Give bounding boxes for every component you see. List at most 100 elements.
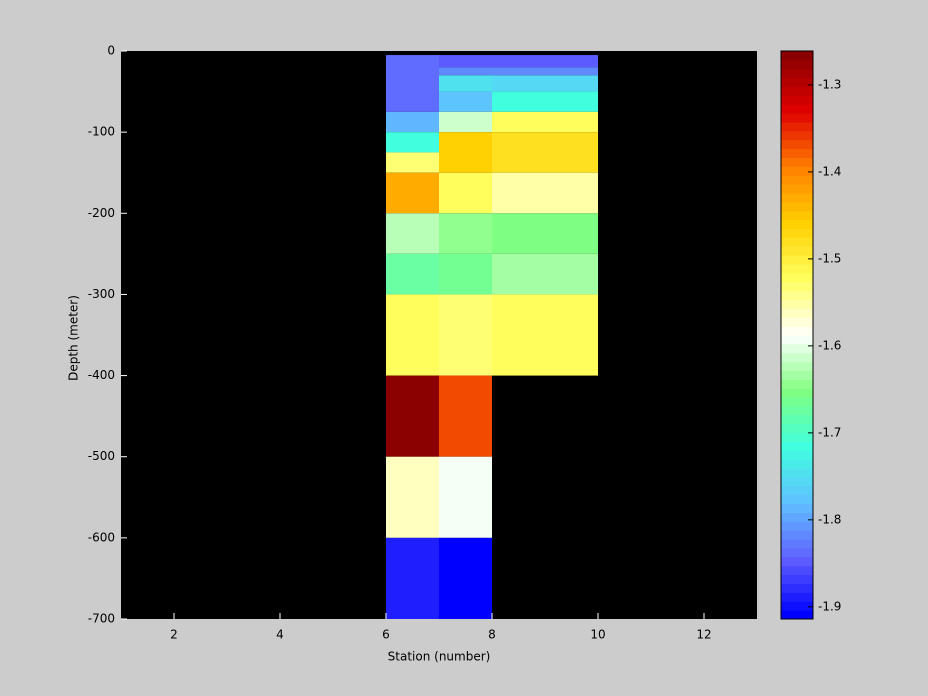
- x-tick-label: 6: [382, 628, 390, 642]
- heatmap-cell: [439, 375, 492, 457]
- heatmap-cell: [439, 75, 492, 92]
- colorbar-swatch: [781, 397, 813, 407]
- colorbar-swatch: [781, 468, 813, 478]
- heatmap-cell: [492, 253, 598, 295]
- colorbar-swatch: [781, 352, 813, 363]
- y-axis-label: Depth (meter): [67, 295, 81, 381]
- colorbar-swatch: [781, 104, 813, 114]
- y-tick-label: -700: [88, 612, 115, 626]
- colorbar-frame: [780, 50, 814, 620]
- y-tick-label: -100: [88, 125, 115, 139]
- colorbar-swatch: [781, 272, 813, 283]
- heatmap-cell: [439, 111, 492, 133]
- colorbar-swatch: [781, 290, 813, 300]
- colorbar-swatch: [781, 175, 813, 185]
- colorbar-swatch: [781, 228, 813, 238]
- colorbar-swatch: [781, 326, 813, 336]
- colorbar-swatch: [781, 255, 813, 265]
- colorbar-swatch: [781, 565, 813, 576]
- heatmap-cell: [492, 111, 598, 133]
- colorbar-swatch: [781, 246, 813, 256]
- heatmap-cell: [492, 132, 598, 173]
- colorbar-swatch: [781, 485, 813, 496]
- x-tick-label: 8: [488, 628, 496, 642]
- heatmap-cell: [492, 67, 598, 76]
- colorbar-swatch: [781, 343, 813, 354]
- x-tick-label: 4: [276, 628, 284, 642]
- heatmap-cell: [492, 55, 598, 68]
- heatmap-cell: [492, 75, 598, 92]
- heatmap-cell: [439, 67, 492, 76]
- heatmap-cell: [492, 294, 598, 376]
- colorbar-swatch: [781, 521, 813, 531]
- y-tick-label: 0: [107, 44, 115, 58]
- heatmap-cell: [439, 55, 492, 68]
- colorbar-swatch: [781, 201, 813, 212]
- colorbar-swatch: [781, 414, 813, 425]
- colorbar-swatch: [781, 494, 813, 505]
- heatmap-cell: [386, 294, 439, 376]
- colorbar-swatch: [781, 77, 813, 87]
- colorbar-swatch: [781, 51, 813, 61]
- heatmap-cell: [386, 132, 439, 153]
- colorbar-swatch: [781, 574, 813, 584]
- colorbar-swatch: [781, 299, 813, 309]
- y-tick-label: -400: [88, 368, 115, 382]
- colorbar-swatch: [781, 193, 813, 203]
- heatmap-cell: [492, 213, 598, 254]
- colorbar-swatch: [781, 503, 813, 513]
- colorbar-swatch: [781, 441, 813, 451]
- colorbar-swatch: [781, 548, 813, 558]
- heatmap-cell: [386, 213, 439, 254]
- colorbar-swatch: [781, 113, 813, 123]
- colorbar-swatch: [781, 512, 813, 522]
- colorbar-tick-label: -1.5: [818, 251, 841, 265]
- x-tick-label: 10: [590, 628, 605, 642]
- heatmap-cell: [386, 111, 439, 133]
- colorbar-swatch: [781, 264, 813, 274]
- colorbar-swatch: [781, 281, 813, 292]
- heatmap-cell: [492, 172, 598, 214]
- colorbar-tick-label: -1.7: [818, 425, 841, 439]
- heatmap-cell: [386, 55, 439, 112]
- colorbar-tick-label: -1.8: [818, 512, 841, 526]
- colorbar-swatch: [781, 139, 813, 150]
- heatmap-cell: [386, 456, 439, 538]
- colorbar-swatch: [781, 556, 813, 567]
- colorbar-swatch: [781, 166, 813, 176]
- colorbar-swatch: [781, 68, 813, 79]
- colorbar-tick-label: -1.6: [818, 338, 841, 352]
- colorbar-swatch: [781, 361, 813, 371]
- heatmap-cell: [439, 132, 492, 173]
- colorbar-swatch: [781, 539, 813, 549]
- colorbar-tick-label: -1.3: [818, 77, 841, 91]
- colorbar-swatch: [781, 530, 813, 540]
- y-tick-label: -500: [88, 449, 115, 463]
- heatmap-cell: [386, 172, 439, 214]
- colorbar-swatch: [781, 86, 813, 96]
- heatmap-cell: [439, 294, 492, 376]
- colorbar-swatch: [781, 423, 813, 434]
- x-tick-label: 12: [696, 628, 711, 642]
- colorbar-swatch: [781, 432, 813, 442]
- colorbar-swatch: [781, 130, 813, 141]
- colorbar-swatch: [781, 592, 813, 602]
- heatmap-cell: [386, 253, 439, 295]
- colorbar-swatch: [781, 583, 813, 593]
- heatmap-cell: [439, 456, 492, 538]
- colorbar-swatch: [781, 184, 813, 194]
- colorbar-swatch: [781, 450, 813, 460]
- colorbar-swatch: [781, 388, 813, 398]
- colorbar-swatch: [781, 406, 813, 416]
- heatmap-cell: [386, 537, 439, 619]
- colorbar-swatch: [781, 610, 813, 620]
- colorbar-swatch: [781, 122, 813, 132]
- colorbar-swatch: [781, 477, 813, 487]
- colorbar-tick-label: -1.4: [818, 164, 841, 178]
- colorbar-swatch: [781, 237, 813, 247]
- colorbar-swatch: [781, 601, 813, 611]
- colorbar-tick-label: -1.9: [818, 599, 841, 613]
- colorbar-swatch: [781, 335, 813, 345]
- heatmap-cell: [439, 253, 492, 295]
